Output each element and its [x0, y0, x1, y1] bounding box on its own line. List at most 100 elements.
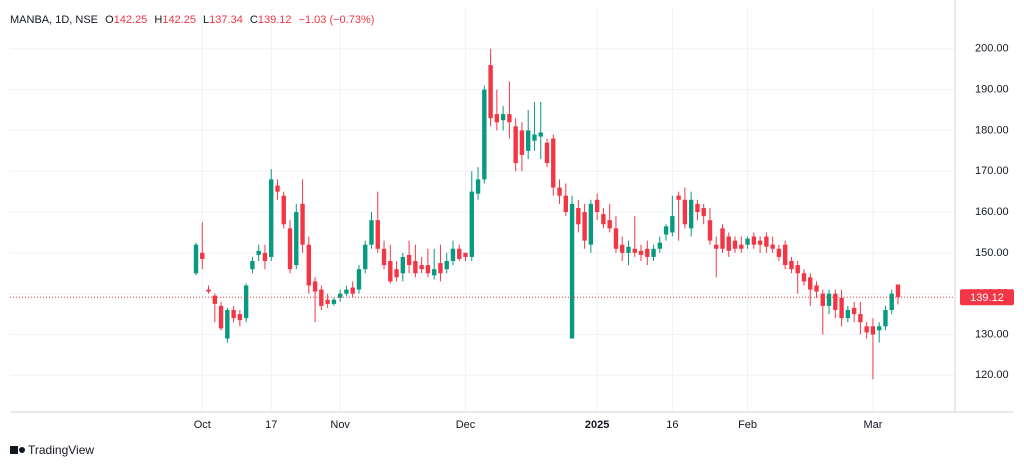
- candle-body: [757, 240, 763, 245]
- candle-body: [413, 261, 418, 274]
- candle-body: [682, 199, 688, 225]
- candle-body: [638, 250, 644, 255]
- candle-body: [569, 203, 575, 339]
- candle-body: [826, 293, 832, 306]
- candle-body: [237, 314, 243, 321]
- candle-body: [331, 299, 337, 304]
- x-tick-label: 2025: [585, 419, 609, 431]
- y-tick-label: 180.00: [975, 124, 1009, 136]
- candle-body: [532, 134, 537, 141]
- candle-body: [801, 273, 807, 282]
- candle-body: [851, 307, 857, 315]
- candle-body: [770, 244, 775, 249]
- x-tick-label: Mar: [863, 419, 882, 431]
- candle-body: [482, 89, 487, 180]
- candle-body: [883, 309, 888, 327]
- candle-body: [206, 289, 211, 292]
- candle-body: [507, 114, 512, 123]
- candle-body: [889, 293, 894, 310]
- candle-body: [325, 299, 330, 304]
- branding: TradingView: [28, 443, 94, 457]
- candles: [10, 48, 955, 380]
- candle-body: [776, 248, 782, 257]
- candle-body: [388, 261, 393, 282]
- candle-body: [839, 297, 844, 319]
- candle-body: [670, 216, 675, 233]
- ohlc-key: H: [154, 14, 162, 26]
- candle-body: [375, 220, 380, 249]
- candle-body: [281, 195, 286, 225]
- candle-body: [269, 179, 274, 257]
- candle-body: [833, 293, 838, 310]
- candle-body: [795, 265, 800, 274]
- candle-body: [864, 326, 869, 333]
- candle-body: [613, 228, 619, 249]
- candle-body: [588, 203, 594, 245]
- candle-body: [688, 199, 694, 229]
- candle-body: [218, 305, 224, 329]
- ohlc-key: O: [105, 14, 114, 26]
- x-tick-label: Nov: [330, 419, 350, 431]
- candle-body: [551, 138, 556, 188]
- x-tick-label: 17: [265, 419, 277, 431]
- candle-body: [394, 269, 399, 278]
- ohlc-value: 137.34: [209, 14, 243, 26]
- branding-logo: [10, 446, 25, 454]
- x-tick-label: Oct: [194, 419, 211, 431]
- candle-body: [745, 238, 750, 245]
- candle-body: [626, 246, 631, 253]
- candle-body: [243, 285, 249, 319]
- candle-body: [657, 242, 663, 249]
- candle-body: [212, 295, 217, 304]
- candle-body: [632, 248, 637, 253]
- candle-body: [400, 256, 406, 274]
- candle-body: [425, 265, 431, 274]
- candle-body: [250, 261, 255, 270]
- ohlc-key: C: [250, 14, 258, 26]
- candle-body: [344, 289, 349, 294]
- candle-body: [720, 228, 725, 249]
- candle-body: [312, 281, 318, 292]
- candle-body: [808, 277, 813, 290]
- candle-body: [714, 244, 719, 249]
- candle-body: [814, 285, 819, 292]
- y-tick-label: 130.00: [975, 328, 1009, 340]
- candle-body: [732, 240, 738, 249]
- ohlc-value: 139.12: [258, 14, 292, 26]
- candle-body: [469, 191, 474, 257]
- candle-body: [200, 252, 205, 259]
- candle-body: [789, 261, 794, 270]
- candle-body: [695, 203, 700, 213]
- ohlc-value: 142.25: [114, 14, 148, 26]
- y-tick-label: 150.00: [975, 247, 1009, 259]
- candle-body: [356, 269, 362, 290]
- candle-body: [381, 248, 387, 266]
- candle-body: [262, 252, 268, 262]
- y-tick-label: 200.00: [975, 43, 1009, 55]
- candle-body: [858, 314, 863, 323]
- candle-body: [519, 130, 525, 155]
- candle-body: [475, 179, 481, 194]
- y-tick-label: 170.00: [975, 165, 1009, 177]
- candle-body: [877, 326, 882, 331]
- candle-body: [193, 244, 199, 274]
- candle-body: [369, 220, 374, 245]
- y-tick-label: 160.00: [975, 206, 1009, 218]
- y-tick-label: 190.00: [975, 84, 1009, 96]
- candle-body: [707, 220, 713, 241]
- candle-body: [582, 212, 587, 241]
- candle-body: [494, 114, 500, 123]
- candle-body: [350, 287, 355, 294]
- x-tick-label: 16: [666, 419, 678, 431]
- candle-body: [895, 284, 901, 298]
- candle-body: [870, 326, 876, 335]
- candle-body: [275, 185, 280, 192]
- candle-body: [726, 236, 731, 251]
- candle-body: [231, 309, 236, 319]
- candle-body: [438, 263, 443, 274]
- legend: MANBA, 1D, NSE O142.25 H142.25 L137.34 C…: [10, 14, 374, 26]
- candle-body: [444, 261, 449, 270]
- ohlc-value: 142.25: [162, 14, 196, 26]
